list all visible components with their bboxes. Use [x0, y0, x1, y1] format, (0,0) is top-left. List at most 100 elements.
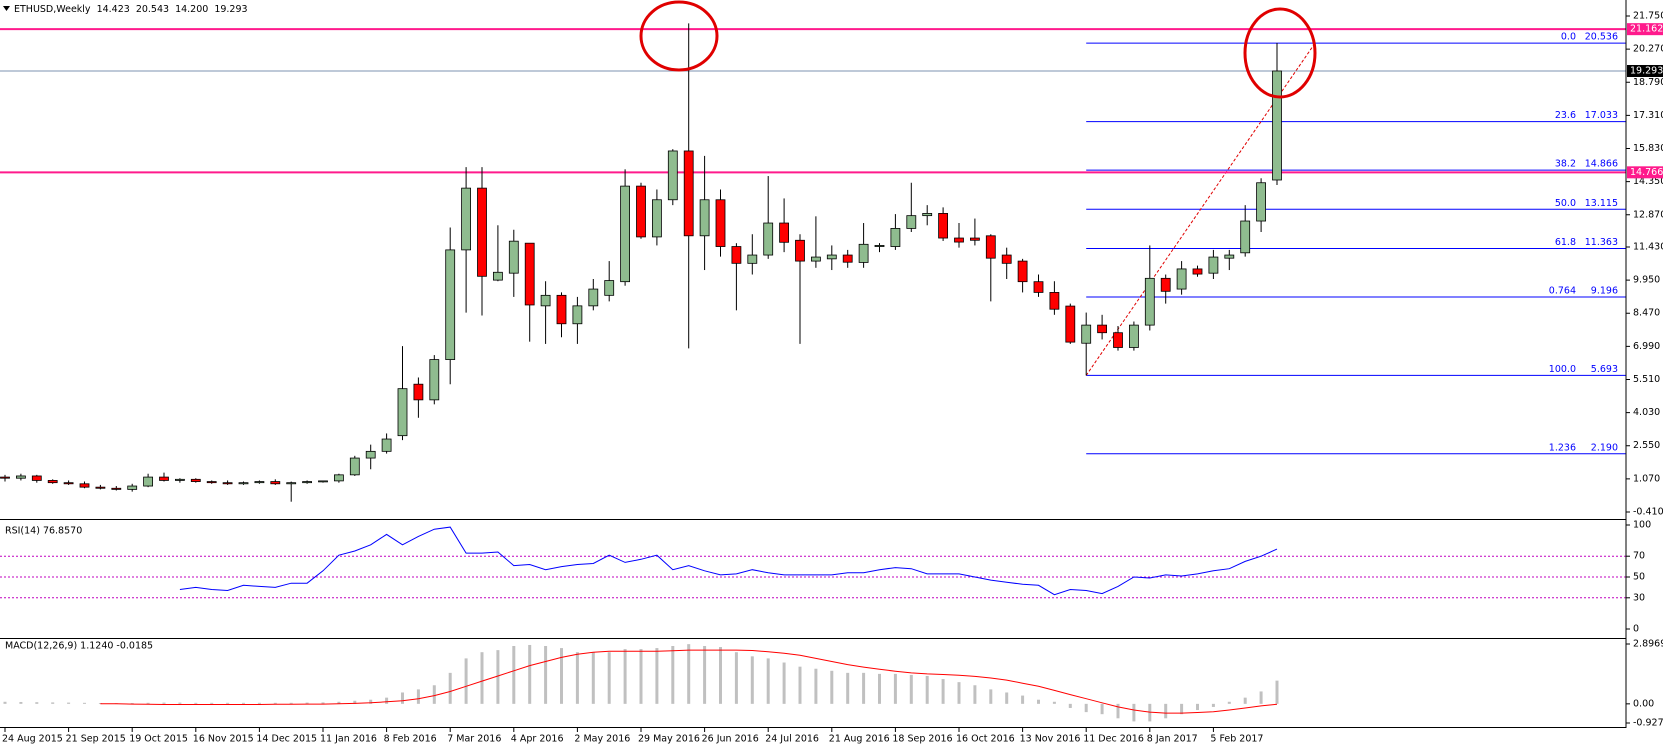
- candle-body: [1144, 277, 1155, 326]
- macd-bar: [1196, 703, 1199, 711]
- x-tick-label: 8 Jan 2017: [1147, 734, 1198, 745]
- macd-bar: [1259, 691, 1263, 704]
- candle-body: [492, 271, 503, 281]
- candle-body: [461, 187, 472, 251]
- indicator-title: RSI(14) 76.8570: [5, 526, 82, 537]
- macd-bar: [591, 652, 595, 704]
- x-tick-label: 21 Aug 2016: [829, 734, 890, 745]
- candle-body: [1160, 277, 1171, 292]
- y-tick-label: 11.430: [1633, 241, 1663, 252]
- menu-triangle[interactable]: [3, 6, 10, 11]
- candle-body: [715, 199, 726, 247]
- candle-body: [111, 487, 122, 490]
- candle-body: [1017, 260, 1028, 283]
- candle-body: [302, 481, 313, 484]
- macd-bar: [925, 675, 929, 704]
- candle-body: [365, 450, 376, 459]
- candle-body: [1256, 182, 1266, 222]
- candle-body: [652, 199, 662, 238]
- macd-bar: [941, 679, 945, 704]
- candle-body: [429, 359, 440, 401]
- y-tick-label: 50: [1633, 572, 1645, 583]
- fib-level-label: 1.236: [1549, 442, 1576, 453]
- candle-body: [970, 237, 980, 241]
- macd-bar: [623, 649, 627, 704]
- macd-bar: [51, 702, 55, 704]
- macd-bar: [130, 703, 134, 704]
- candle-body: [572, 305, 583, 325]
- candle-body: [79, 483, 90, 488]
- candle-body: [699, 199, 710, 237]
- macd-bar: [35, 702, 39, 704]
- candle-body: [333, 474, 344, 482]
- candle-body: [413, 383, 424, 401]
- fib-level-label: 23.6: [1555, 110, 1576, 121]
- candle-body: [1240, 220, 1251, 254]
- y-tick-label: 0: [1633, 624, 1639, 635]
- macd-bar: [321, 702, 325, 704]
- candle-body: [636, 185, 646, 238]
- x-tick-label: 19 Oct 2015: [129, 734, 188, 745]
- candle-body: [922, 213, 933, 217]
- y-tick-label: 8.470: [1633, 308, 1660, 319]
- candle-body: [747, 254, 758, 264]
- macd-bar: [1084, 703, 1088, 713]
- x-tick-label: 21 Sep 2015: [66, 734, 126, 745]
- macd-bar: [1052, 701, 1056, 704]
- candle-body: [1001, 254, 1012, 264]
- y-tick-label: -0.9271: [1633, 718, 1663, 729]
- candle-body: [763, 222, 774, 256]
- fib-value: 11.363: [1585, 237, 1618, 248]
- x-tick-label: 29 May 2016: [638, 734, 700, 745]
- fib-value: 13.115: [1585, 198, 1618, 209]
- highlight-circle: [1243, 7, 1317, 99]
- y-tick-label: 20.270: [1633, 44, 1663, 55]
- macd-bar: [782, 662, 786, 704]
- candle-body: [206, 481, 217, 484]
- macd-bar: [1180, 703, 1184, 715]
- candle-body: [1097, 324, 1107, 334]
- candle-body: [318, 480, 328, 483]
- macd-bar: [734, 652, 738, 704]
- macd-bar: [83, 702, 86, 704]
- candle-body: [222, 482, 233, 485]
- macd-bar: [19, 701, 23, 704]
- signal-line: [100, 649, 1278, 714]
- macd-bar: [750, 656, 754, 704]
- x-tick-label: 5 Feb 2017: [1210, 734, 1263, 745]
- macd-bar: [1021, 695, 1025, 704]
- x-tick-label: 26 Jun 2016: [702, 734, 759, 745]
- price-box: [1627, 23, 1663, 36]
- macd-bar: [575, 652, 579, 704]
- price-box: [1627, 166, 1663, 179]
- candle-body: [556, 294, 567, 325]
- fib-value: 5.693: [1591, 364, 1618, 375]
- macd-bar: [480, 652, 484, 704]
- macd-bar: [289, 702, 293, 704]
- macd-bar: [1005, 692, 1009, 704]
- macd-bar: [432, 685, 436, 704]
- macd-bar: [639, 649, 643, 704]
- candle-body: [874, 245, 885, 247]
- candle-body: [1081, 324, 1092, 344]
- fib-value: 14.866: [1585, 159, 1618, 170]
- macd-bar: [1100, 703, 1104, 715]
- x-tick-label: 14 Dec 2015: [256, 734, 317, 745]
- candle-body: [811, 256, 821, 262]
- fib-level-label: 38.2: [1555, 159, 1576, 170]
- x-tick-label: 13 Nov 2016: [1020, 734, 1081, 745]
- candle-body: [620, 185, 630, 283]
- macd-bar: [687, 644, 691, 704]
- candle-body: [938, 213, 948, 239]
- indicator-title: MACD(12,26,9) 1.1240 -0.0185: [5, 641, 153, 652]
- price-box-label: 21.162: [1630, 24, 1663, 35]
- macd-bar: [893, 673, 897, 704]
- y-tick-label: 14.350: [1633, 176, 1663, 187]
- macd-bar: [798, 666, 802, 704]
- macd-bar: [464, 658, 468, 704]
- candle-body: [779, 222, 789, 243]
- x-tick-label: 2 May 2016: [574, 734, 630, 745]
- fib-value: 9.196: [1591, 285, 1618, 296]
- candle-body: [95, 486, 106, 489]
